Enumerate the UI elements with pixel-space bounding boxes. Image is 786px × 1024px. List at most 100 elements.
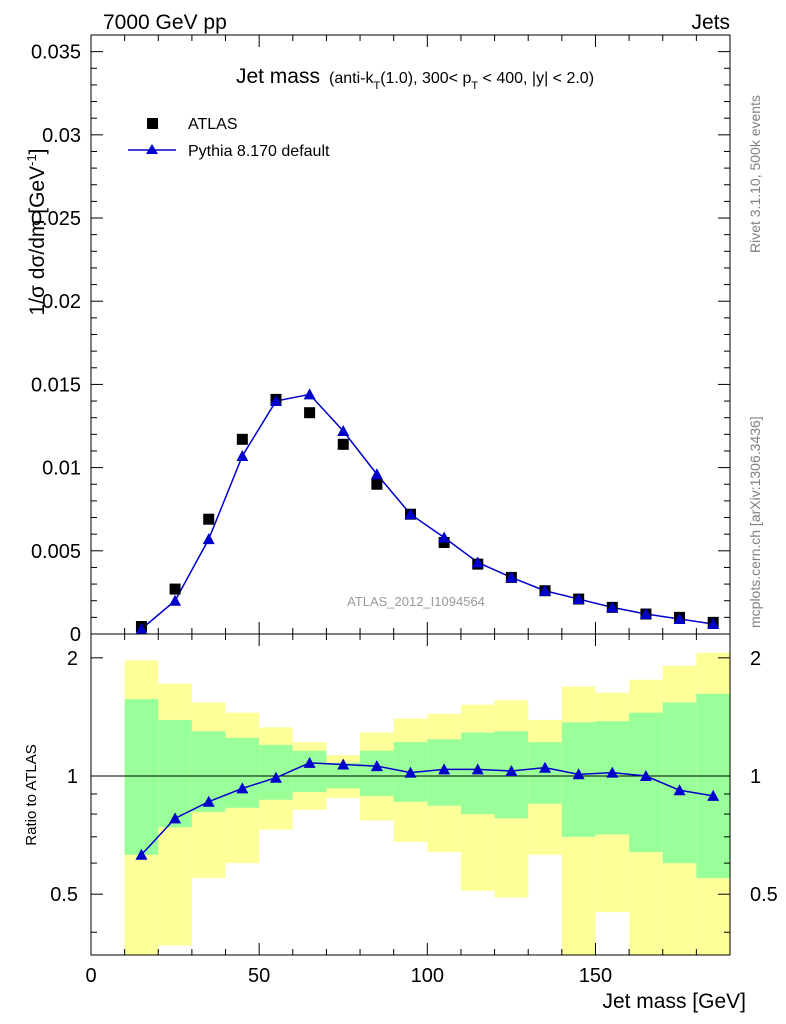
pythia-data-point bbox=[505, 571, 518, 583]
main-title: Jet mass (anti-kT(1.0), 300< pT < 400, |… bbox=[236, 65, 594, 92]
legend-atlas-label: ATLAS bbox=[188, 116, 238, 133]
main-y-tick-label: 0 bbox=[70, 624, 81, 646]
main-y-tick-label: 0.035 bbox=[31, 42, 81, 64]
pythia-ratio-point bbox=[438, 763, 451, 775]
title-paren-prefix: (anti-k bbox=[329, 70, 374, 87]
ratio-band-inner-bin bbox=[595, 721, 630, 835]
ratio-band-inner-bin bbox=[662, 702, 697, 864]
x-axis-label: Jet mass [GeV] bbox=[602, 990, 746, 1013]
ratio-band-inner-bin bbox=[528, 742, 562, 804]
atlas-data-point bbox=[337, 438, 349, 450]
pythia-data-point bbox=[639, 608, 652, 620]
main-y-tick-label: 0.02 bbox=[42, 291, 81, 313]
atlas-data-point bbox=[304, 407, 316, 419]
main-ylabel-sup: -1 bbox=[24, 154, 39, 166]
ratio-band-inner-bin bbox=[124, 699, 159, 855]
legend-pythia-marker bbox=[146, 144, 158, 154]
ratio-y-axis-label: Ratio to ATLAS bbox=[23, 744, 40, 845]
title-paren-mid: (1.0), 300< p bbox=[380, 70, 471, 87]
pythia-data-point bbox=[202, 533, 215, 545]
main-y-tick-label: 0.005 bbox=[31, 541, 81, 563]
pythia-data-point bbox=[539, 584, 552, 596]
x-tick-label: 50 bbox=[248, 965, 270, 987]
pythia-data-point bbox=[572, 593, 585, 605]
atlas-data-point bbox=[169, 583, 181, 595]
pythia-data-point bbox=[404, 508, 417, 520]
pythia-ratio-point bbox=[370, 760, 383, 772]
ratio-y-tick-label-right: 1 bbox=[750, 766, 761, 788]
pythia-data-point bbox=[707, 618, 720, 630]
legend-atlas-marker bbox=[147, 118, 158, 129]
header-right: Jets bbox=[691, 11, 730, 34]
pythia-data-point bbox=[438, 531, 451, 543]
ratio-y-tick-label-right: 2 bbox=[750, 648, 761, 670]
main-y-axis-label: 1/σ dσ/dm [GeV-1] bbox=[24, 148, 49, 315]
atlas-data-point bbox=[203, 513, 215, 525]
ratio-frame bbox=[90, 633, 731, 956]
ratio-band-inner-bin bbox=[360, 750, 394, 796]
title-paren-suffix: < 400, |y| < 2.0) bbox=[478, 70, 594, 87]
pythia-ratio-line bbox=[140, 762, 714, 856]
pythia-ratio-point bbox=[539, 761, 552, 773]
pythia-data-point bbox=[370, 468, 383, 480]
ratio-y-tick-label: 0.5 bbox=[50, 884, 78, 906]
pythia-ratio-point bbox=[135, 848, 148, 860]
pythia-ratio-point bbox=[707, 789, 720, 801]
pythia-series-line bbox=[140, 393, 714, 630]
pythia-data-point bbox=[337, 425, 350, 437]
pythia-ratio-point bbox=[303, 756, 316, 768]
title-main: Jet mass bbox=[236, 65, 320, 88]
pythia-data-point bbox=[673, 613, 686, 625]
atlas-data-point bbox=[236, 433, 248, 445]
pythia-data-point bbox=[606, 601, 619, 613]
legend: ATLAS Pythia 8.170 default bbox=[128, 116, 330, 160]
main-y-tick-label: 0.015 bbox=[31, 374, 81, 396]
pythia-data-point bbox=[169, 594, 182, 606]
pythia-ratio-point bbox=[337, 758, 350, 770]
ratio-plot-marks bbox=[135, 756, 720, 860]
ratio-uncertainty-bands bbox=[124, 652, 730, 955]
pythia-ratio-point bbox=[471, 763, 484, 775]
ratio-y-tick-label: 2 bbox=[67, 648, 78, 670]
ratio-band-inner-bin bbox=[225, 737, 260, 808]
main-y-tick-label: 0.01 bbox=[42, 458, 81, 480]
header-left: 7000 GeV pp bbox=[103, 11, 227, 34]
title-paren-sub1: T bbox=[373, 80, 380, 92]
pythia-data-point bbox=[236, 449, 249, 461]
ratio-band-inner-bin bbox=[696, 693, 730, 878]
main-plot-area: 0 0.005 0.01 0.015 0.02 0.025 0.03 0.035 bbox=[31, 34, 731, 646]
pythia-data-point bbox=[471, 556, 484, 568]
legend-pythia-label: Pythia 8.170 default bbox=[188, 143, 330, 160]
pythia-ratio-point bbox=[572, 768, 585, 780]
ratio-y-tick-label: 1 bbox=[67, 766, 78, 788]
pythia-ratio-point bbox=[269, 771, 282, 783]
x-tick-label: 0 bbox=[85, 965, 96, 987]
main-frame bbox=[90, 34, 731, 635]
pythia-ratio-point bbox=[505, 764, 518, 776]
ratio-band-inner-bin bbox=[561, 722, 596, 837]
main-y-tick-label: 0.03 bbox=[42, 125, 81, 147]
main-ylabel-text: 1/σ dσ/dm [GeV bbox=[26, 166, 49, 316]
pythia-ratio-point bbox=[639, 770, 652, 782]
mcplots-label: mcplots.cern.ch [arXiv:1306.3436] bbox=[747, 416, 763, 628]
pythia-ratio-point bbox=[606, 766, 619, 778]
pythia-ratio-point bbox=[236, 782, 249, 794]
pythia-ratio-point bbox=[169, 812, 182, 824]
pythia-ratio-point bbox=[673, 784, 686, 796]
ratio-band-inner-bin bbox=[629, 712, 663, 853]
title-paren-sub2: T bbox=[471, 80, 478, 92]
pythia-data-point bbox=[303, 388, 316, 400]
main-ylabel-close: ] bbox=[26, 148, 49, 154]
rivet-label: Rivet 3.1.10, 500k events bbox=[747, 95, 763, 253]
ratio-band-inner-bin bbox=[158, 719, 192, 828]
x-tick-label: 150 bbox=[579, 965, 612, 987]
pythia-ratio-point bbox=[202, 795, 215, 807]
main-plot-marks bbox=[135, 388, 720, 635]
pythia-data-point bbox=[269, 395, 282, 407]
analysis-watermark: ATLAS_2012_I1094564 bbox=[347, 594, 485, 609]
main-y-tick-label: 0.025 bbox=[31, 208, 81, 230]
pythia-data-point bbox=[135, 623, 148, 635]
ratio-y-tick-label-right: 0.5 bbox=[750, 884, 778, 906]
atlas-data-point bbox=[371, 478, 383, 490]
